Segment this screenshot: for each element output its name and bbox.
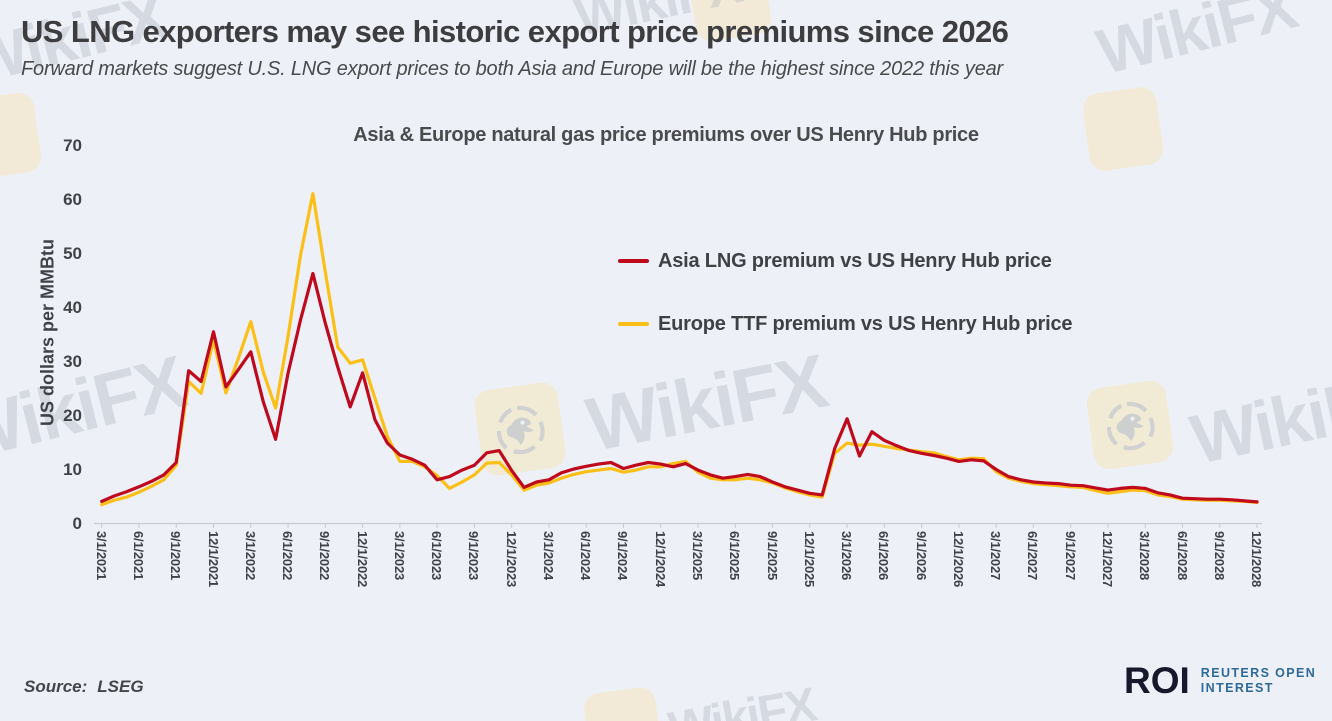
legend-label-europe: Europe TTF premium vs US Henry Hub price (658, 312, 1073, 335)
x-tick-label: 3/1/2021 (93, 531, 109, 581)
y-tick-label: 40 (63, 298, 82, 317)
page-subtitle: Forward markets suggest U.S. LNG export … (21, 58, 1004, 80)
x-tick-label: 12/1/2021 (205, 531, 221, 588)
x-tick-label: 12/1/2024 (652, 531, 668, 588)
europe-line-swatch (618, 322, 649, 326)
x-tick-label: 9/1/2027 (1062, 531, 1078, 581)
x-tick-label: 12/1/2025 (801, 531, 817, 588)
x-tick-label: 3/1/2023 (391, 531, 407, 581)
y-tick-label: 0 (72, 514, 82, 533)
x-tick-label: 6/1/2028 (1174, 531, 1190, 581)
x-tick-label: 6/1/2023 (429, 531, 445, 581)
chart-title: Asia & Europe natural gas price premiums… (353, 124, 979, 146)
y-tick-label: 20 (63, 406, 82, 425)
y-tick-label: 50 (63, 244, 82, 263)
x-tick-label: 6/1/2024 (578, 531, 594, 581)
x-tick-label: 6/1/2021 (130, 531, 146, 581)
x-tick-label: 3/1/2022 (242, 531, 258, 581)
x-tick-label: 9/1/2028 (1211, 531, 1227, 581)
x-tick-label: 9/1/2025 (764, 531, 780, 581)
x-tick-label: 9/1/2021 (168, 531, 184, 581)
legend: Asia LNG premium vs US Henry Hub price E… (618, 250, 1073, 376)
roi-logo: ROI (1124, 660, 1190, 701)
x-tick-label: 9/1/2024 (615, 531, 631, 581)
x-tick-label: 6/1/2025 (727, 531, 743, 581)
x-tick-label: 12/1/2022 (354, 531, 370, 588)
x-tick-label: 12/1/2026 (950, 531, 966, 588)
source-value: LSEG (97, 677, 144, 696)
plot-area (94, 191, 1262, 528)
y-tick-label: 30 (63, 352, 82, 371)
x-tick-label: 3/1/2028 (1137, 531, 1153, 581)
source-label: Source: (24, 677, 88, 696)
x-tick-label: 3/1/2024 (540, 531, 556, 581)
x-tick-label: 12/1/2028 (1249, 531, 1265, 588)
roi-logo-text: REUTERS OPEN INTEREST (1201, 666, 1316, 696)
x-tick-label: 12/1/2027 (1099, 531, 1115, 588)
europe-ttf-line (100, 191, 1259, 507)
x-tick-label: 6/1/2027 (1025, 531, 1041, 581)
x-tick-label: 3/1/2025 (690, 531, 705, 581)
x-tick-label: 6/1/2022 (280, 531, 296, 581)
x-tick-label: 9/1/2022 (317, 531, 333, 581)
roi-text-line2: INTEREST (1200, 680, 1274, 695)
y-tick-label: 70 (63, 136, 82, 155)
x-tick-label: 6/1/2026 (876, 531, 892, 581)
legend-item-asia: Asia LNG premium vs US Henry Hub price (618, 250, 1072, 272)
x-tick-label: 9/1/2026 (913, 531, 929, 581)
x-tick-label: 3/1/2027 (988, 531, 1004, 581)
y-tick-label: 10 (63, 460, 82, 479)
roi-text-line1: REUTERS OPEN (1200, 665, 1317, 680)
legend-item-europe: Europe TTF premium vs US Henry Hub price (618, 312, 1073, 335)
asia-line-swatch (618, 259, 649, 263)
asia-premium-line (100, 271, 1259, 504)
x-tick-label: 12/1/2023 (503, 531, 519, 588)
x-tick-label: 3/1/2026 (839, 531, 855, 581)
x-tick-label: 9/1/2023 (466, 531, 482, 581)
source-note: Source: LSEG (24, 677, 144, 697)
legend-label-asia: Asia LNG premium vs US Henry Hub price (658, 249, 1052, 272)
roi-logo-block: ROI REUTERS OPEN INTEREST (1124, 662, 1316, 699)
page-title: US LNG exporters may see historic export… (21, 14, 1009, 49)
y-tick-label: 60 (63, 190, 82, 209)
